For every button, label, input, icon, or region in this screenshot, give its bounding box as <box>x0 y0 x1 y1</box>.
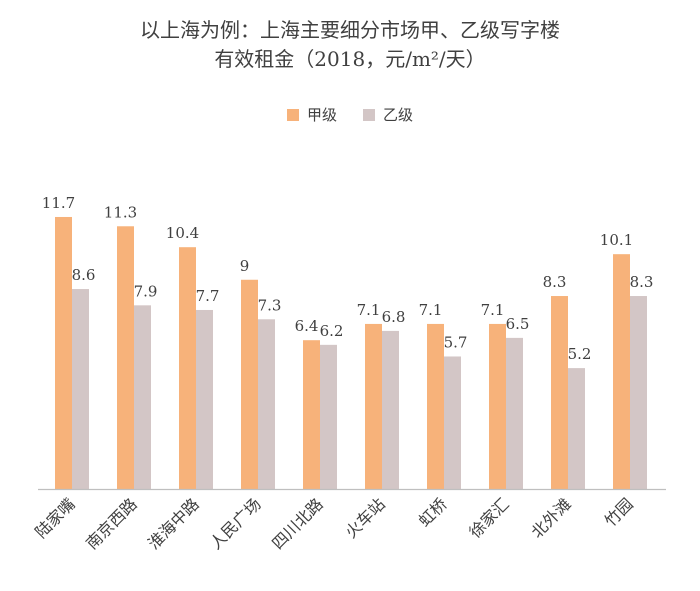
category-label-2: 淮海中路 <box>144 494 203 553</box>
legend-label-series-b: 乙级 <box>383 106 414 124</box>
data-label-series-b-2: 7.7 <box>196 287 220 305</box>
data-label-series-a-5: 7.1 <box>357 301 381 319</box>
data-label-series-a-0: 11.7 <box>42 194 75 212</box>
data-label-series-a-6: 7.1 <box>419 301 443 319</box>
bar-series-b-1 <box>134 305 151 489</box>
bar-series-a-5 <box>365 323 382 489</box>
data-label-series-a-7: 7.1 <box>481 301 505 319</box>
category-label-1: 南京西路 <box>82 494 141 553</box>
chart-title: 以上海为例：上海主要细分市场甲、乙级写字楼 <box>140 18 560 42</box>
chart-title-block: 以上海为例：上海主要细分市场甲、乙级写字楼 有效租金（2018，元/m²/天） <box>0 16 700 74</box>
category-label-7: 徐家汇 <box>465 494 512 541</box>
bar-series-b-5 <box>382 330 399 489</box>
data-label-series-b-1: 7.9 <box>134 282 158 300</box>
legend-label-series-a: 甲级 <box>306 106 337 124</box>
category-label-4: 四川北路 <box>268 494 327 553</box>
legend-item-series-a: 甲级 <box>286 104 337 125</box>
bar-series-a-4 <box>303 340 320 489</box>
bar-series-b-3 <box>258 319 275 489</box>
bar-series-b-9 <box>630 296 647 489</box>
data-label-series-a-3: 9 <box>240 257 250 275</box>
data-label-series-b-5: 6.8 <box>382 308 406 326</box>
data-label-series-b-8: 5.2 <box>568 345 592 363</box>
legend-swatch-series-b <box>363 108 375 121</box>
bar-series-b-4 <box>320 344 337 489</box>
bar-series-a-7 <box>489 323 506 489</box>
bar-series-a-1 <box>117 226 134 489</box>
data-label-series-b-7: 6.5 <box>506 315 530 333</box>
bar-series-b-0 <box>72 289 89 489</box>
legend-item-series-b: 乙级 <box>363 104 413 125</box>
bar-series-b-6 <box>444 356 461 489</box>
data-label-series-a-2: 10.4 <box>166 224 199 242</box>
chart-legend: 甲级 乙级 <box>0 104 700 125</box>
bar-series-a-2 <box>179 247 196 489</box>
data-label-series-a-1: 11.3 <box>104 203 137 221</box>
data-label-series-a-4: 6.4 <box>295 317 319 335</box>
bar-series-a-9 <box>613 254 630 489</box>
bar-series-a-3 <box>241 279 258 489</box>
category-label-6: 虹桥 <box>415 494 451 530</box>
category-label-0: 陆家嘴 <box>31 494 78 541</box>
category-label-5: 火车站 <box>341 494 388 541</box>
bar-series-a-6 <box>427 323 444 489</box>
bar-series-a-0 <box>55 216 72 489</box>
data-label-series-a-9: 10.1 <box>600 231 633 249</box>
category-label-8: 北外滩 <box>527 494 574 541</box>
bar-series-b-2 <box>196 309 213 489</box>
legend-swatch-series-a <box>286 108 299 121</box>
data-label-series-a-8: 8.3 <box>543 273 567 291</box>
data-label-series-b-3: 7.3 <box>258 296 282 314</box>
category-label-3: 人民广场 <box>206 494 265 553</box>
data-label-series-b-9: 8.3 <box>630 273 654 291</box>
bar-series-b-7 <box>506 337 523 489</box>
bar-series-a-8 <box>551 296 568 489</box>
data-label-series-b-6: 5.7 <box>444 333 468 351</box>
chart-subtitle: 有效租金（2018，元/m²/天） <box>214 47 486 71</box>
data-label-series-b-0: 8.6 <box>72 266 96 284</box>
data-label-series-b-4: 6.2 <box>320 322 344 340</box>
bar-series-b-8 <box>568 368 585 489</box>
category-label-9: 竹园 <box>601 494 637 530</box>
